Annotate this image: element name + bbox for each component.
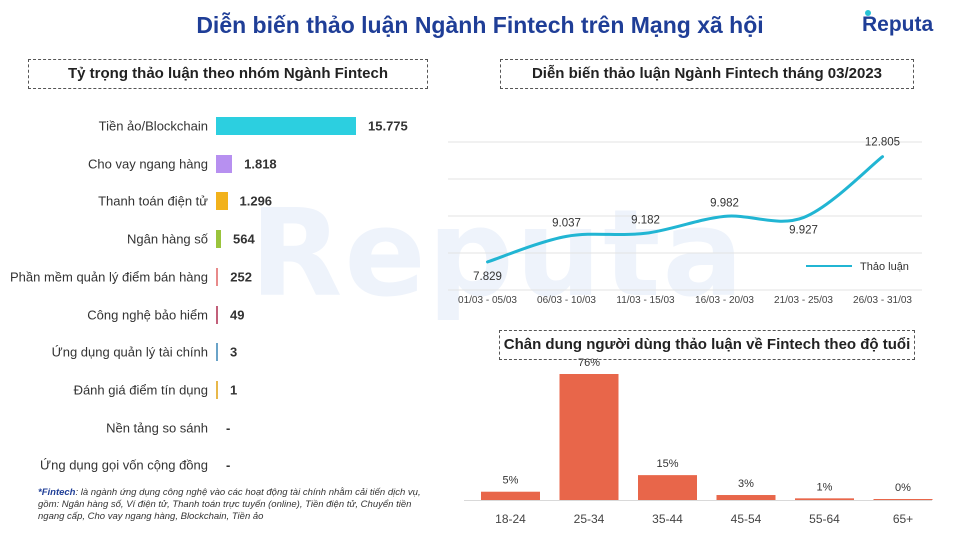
age-value-label: 0% (895, 482, 911, 494)
category-bar-row: Thanh toán điện tử 1.296 (0, 183, 440, 219)
age-x-tick-label: 35-44 (652, 512, 683, 526)
watermark: Reputa (250, 185, 746, 324)
category-label: Ngân hàng số (127, 231, 208, 247)
brand-logo: Reputa (862, 10, 934, 37)
trend-x-tick-label: 06/03 - 10/03 (537, 295, 596, 306)
category-bar-row: Công nghệ bảo hiểm 49 (0, 297, 440, 333)
age-bar (795, 498, 854, 500)
category-label: Thanh toán điện tử (98, 193, 208, 209)
category-bar (216, 230, 221, 249)
category-label: Ứng dụng quản lý tài chính (51, 344, 208, 360)
age-bar-chart: 5% 18-24 76% 25-34 15% 35-44 3% 45-54 1% 55-64 0% 6… (464, 357, 933, 526)
age-value-label: 76% (578, 357, 600, 369)
category-bar-row: Nền tảng so sánh - (0, 410, 440, 446)
footnote-text: : là ngành ứng dụng công nghệ vào các ho… (38, 487, 421, 522)
category-bar-row: Ứng dụng gọi vốn cộng đồng - (0, 447, 440, 483)
trend-x-tick-label: 26/03 - 31/03 (853, 295, 912, 306)
category-bar (216, 305, 218, 324)
trend-x-tick-label: 11/03 - 15/03 (616, 295, 675, 306)
trend-data-label: 9.182 (631, 214, 660, 226)
trend-data-label: 9.927 (789, 225, 818, 237)
category-bar-chart: Tiền ảo/Blockchain 15.775 Cho vay ngang hà… (0, 100, 440, 490)
category-label: Cho vay ngang hàng (88, 156, 208, 172)
age-value-label: 3% (738, 478, 754, 490)
category-bar (216, 380, 218, 399)
category-bar-row: Cho vay ngang hàng 1.818 (0, 146, 440, 182)
category-bar-row: Ứng dụng quản lý tài chính 3 (0, 334, 440, 370)
category-bar-row: Ngân hàng số 564 (0, 221, 440, 257)
trend-line-chart: 7.829 9.037 9.182 9.982 9.927 12.805 01/03 - 0… (448, 137, 922, 306)
category-bar (216, 192, 228, 211)
category-value-label: 564 (233, 231, 255, 247)
category-chart-title: Tỷ trọng thảo luận theo nhóm Ngành Finte… (28, 59, 428, 89)
category-bar-row: Tiền ảo/Blockchain 15.775 (0, 108, 440, 144)
trend-line (486, 155, 884, 264)
age-value-label: 5% (503, 475, 519, 487)
age-bar (873, 499, 933, 500)
age-bar (716, 495, 776, 500)
age-value-label: 1% (817, 481, 833, 493)
category-label: Ứng dụng gọi vốn cộng đồng (40, 457, 208, 473)
age-x-tick-label: 25-34 (574, 512, 605, 526)
age-x-tick-label: 65+ (893, 512, 913, 526)
trend-data-label: 7.829 (473, 271, 502, 283)
category-value-label: 3 (230, 344, 238, 360)
age-x-tick-label: 45-54 (731, 512, 762, 526)
footnote: *Fintech: là ngành ứng dụng công nghệ và… (38, 487, 430, 523)
trend-chart-title: Diễn biến thảo luận Ngành Fintech tháng … (500, 59, 914, 89)
logo-dot-icon (865, 10, 871, 16)
category-bar-row: Phần mềm quản lý điểm bán hàng 252 (0, 259, 440, 295)
category-bar-row: Đánh giá điểm tín dụng 1 (0, 372, 440, 408)
category-bar (216, 154, 233, 173)
age-bar (481, 491, 540, 500)
category-value-label: 15.775 (368, 118, 408, 134)
category-label: Phần mềm quản lý điểm bán hàng (9, 269, 208, 285)
category-label: Nền tảng so sánh (106, 420, 208, 436)
category-value-label: 1 (230, 382, 238, 398)
category-label: Đánh giá điểm tín dụng (73, 382, 208, 398)
page-title: Diễn biến thảo luận Ngành Fintech trên M… (196, 12, 764, 38)
age-x-tick-label: 55-64 (809, 512, 840, 526)
age-bar (638, 475, 697, 500)
age-bar (559, 374, 619, 500)
category-label: Công nghệ bảo hiểm (87, 307, 208, 322)
category-value-label: 1.296 (239, 193, 273, 209)
category-value-label: - (226, 420, 231, 436)
category-value-label: 49 (230, 307, 245, 322)
trend-x-tick-label: 01/03 - 05/03 (458, 295, 517, 306)
category-value-label: - (226, 457, 231, 473)
trend-data-label: 9.037 (552, 217, 581, 229)
brand-name: Reputa (862, 13, 934, 36)
age-chart-title: Chân dung người dùng thảo luận về Fintec… (499, 330, 915, 360)
trend-x-tick-label: 16/03 - 20/03 (695, 295, 754, 306)
legend-label: Thảo luận (860, 261, 909, 273)
category-bar (216, 343, 218, 362)
category-value-label: 252 (230, 269, 252, 285)
category-bar (216, 117, 356, 135)
category-label: Tiền ảo/Blockchain (98, 118, 208, 134)
trend-x-tick-label: 21/03 - 25/03 (774, 295, 833, 306)
footnote-term: *Fintech (38, 487, 76, 498)
category-bar (216, 267, 219, 286)
trend-data-label: 12.805 (865, 137, 900, 149)
age-value-label: 15% (656, 458, 678, 470)
age-x-tick-label: 18-24 (495, 512, 526, 526)
category-value-label: 1.818 (244, 156, 277, 172)
trend-data-label: 9.982 (710, 197, 739, 209)
